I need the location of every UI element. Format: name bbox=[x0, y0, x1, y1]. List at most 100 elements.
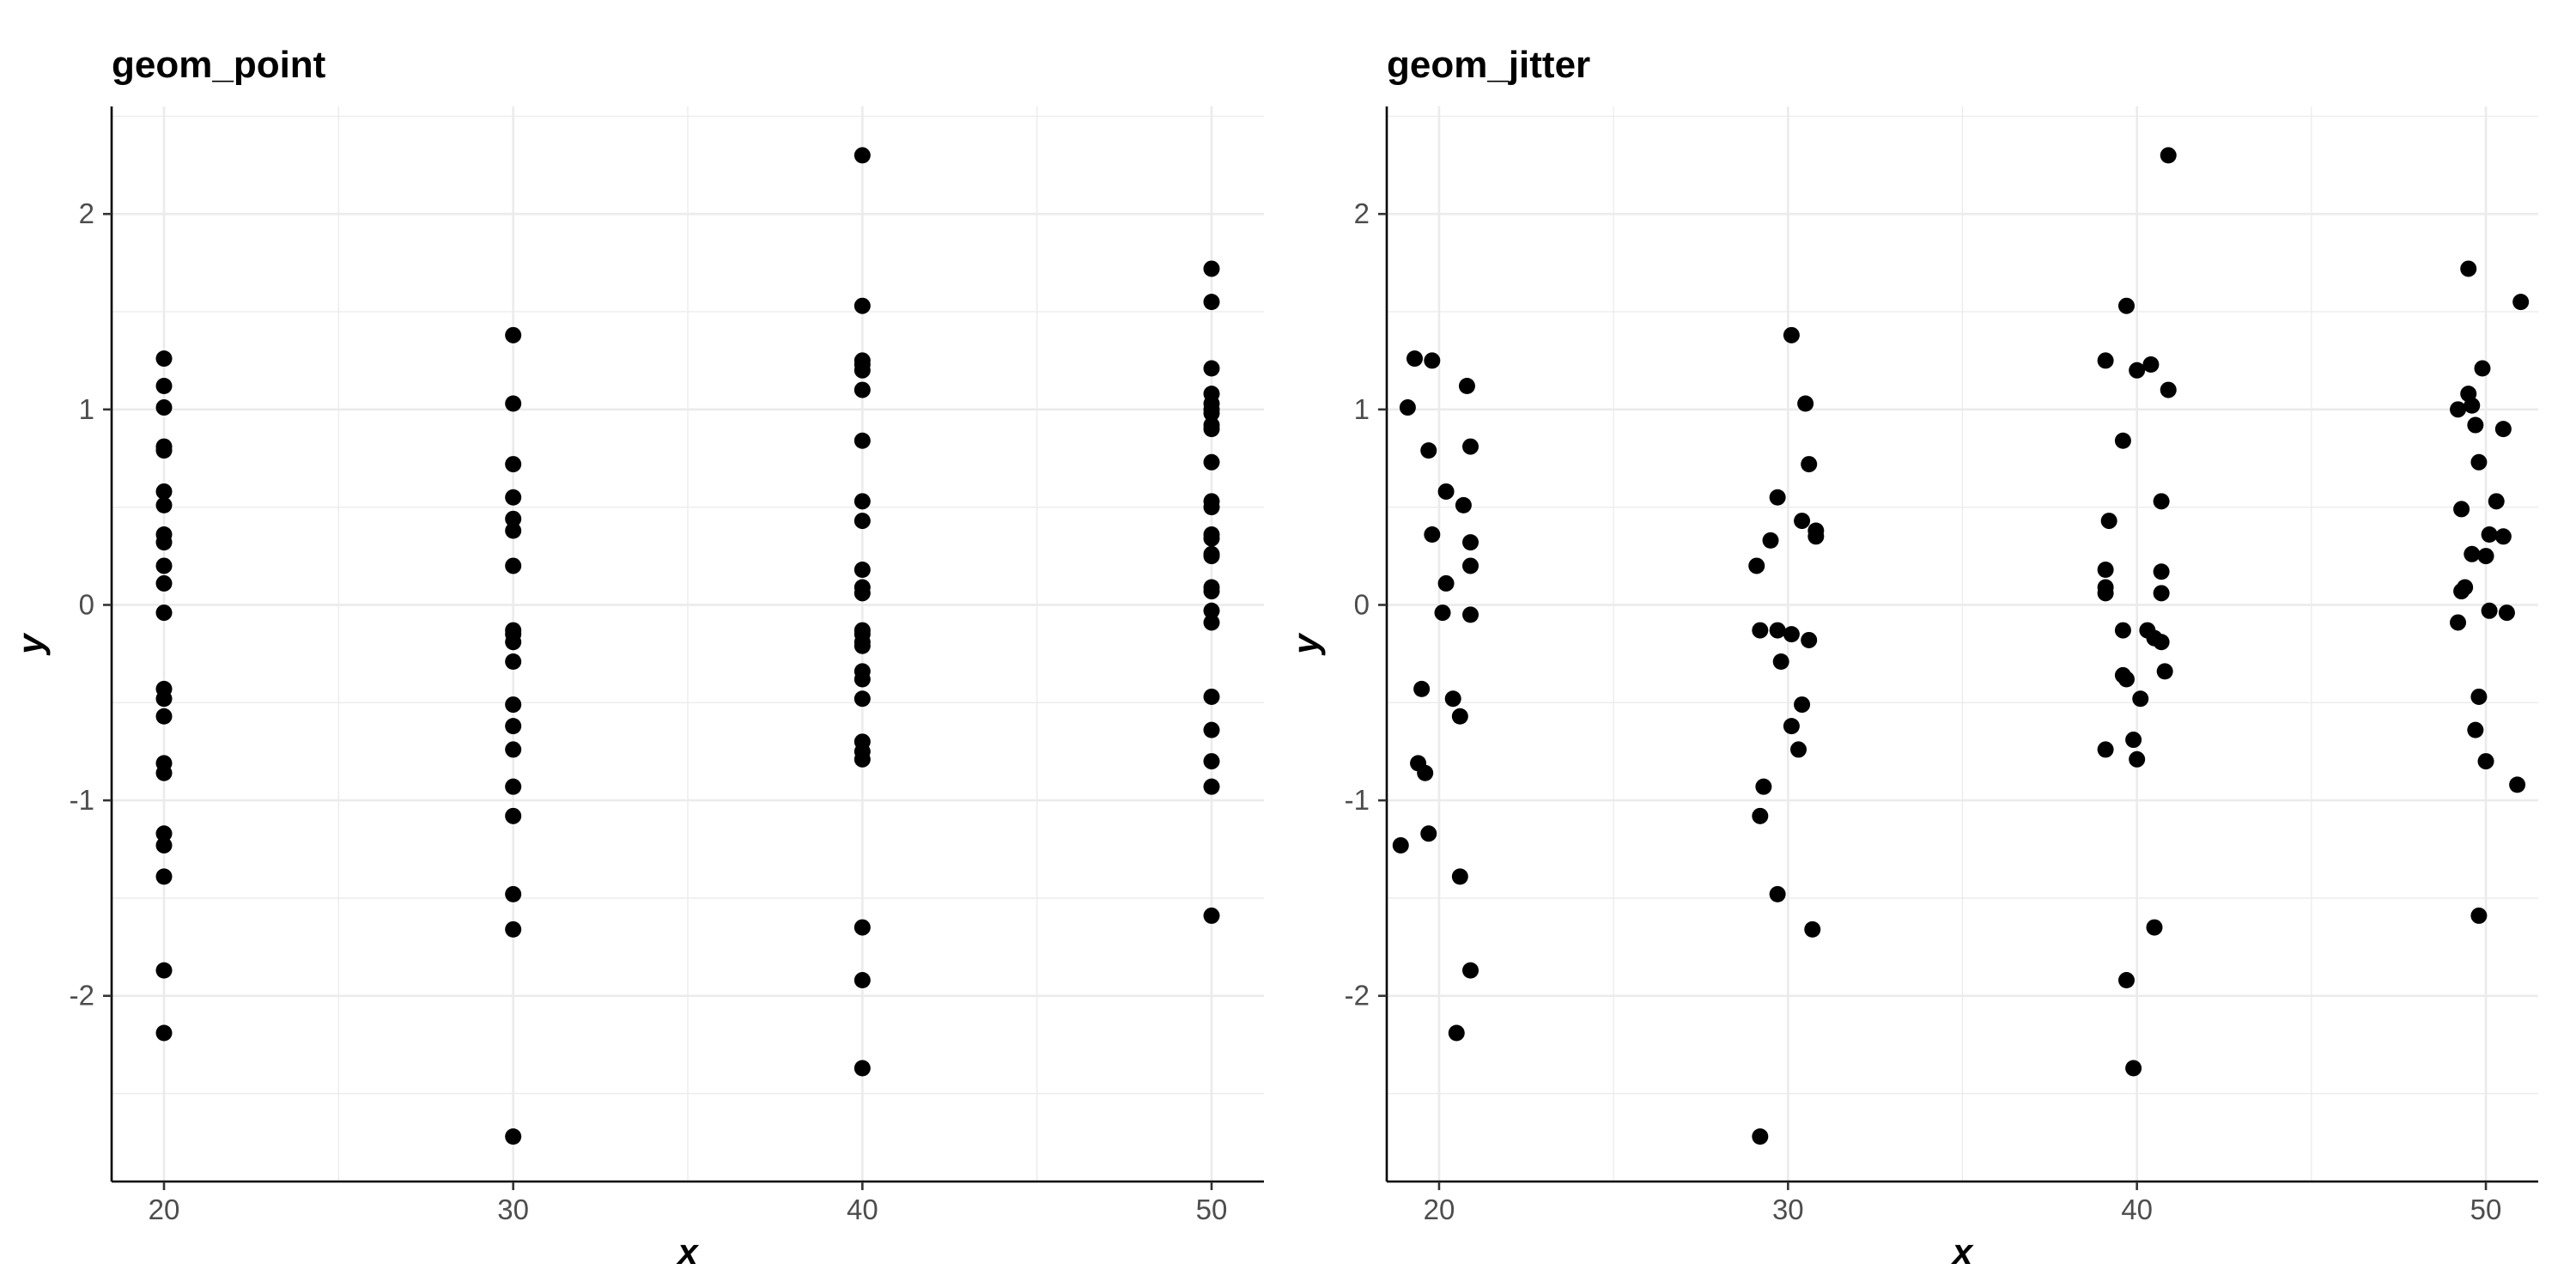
data-point bbox=[155, 534, 173, 551]
data-point bbox=[1434, 605, 1451, 622]
data-point bbox=[1203, 907, 1220, 924]
data-point bbox=[854, 561, 871, 578]
data-point bbox=[2117, 972, 2135, 989]
data-point bbox=[1203, 688, 1220, 705]
data-point bbox=[1783, 326, 1800, 343]
data-point bbox=[1462, 606, 1479, 623]
data-point bbox=[2129, 750, 2146, 768]
data-point bbox=[854, 513, 871, 530]
data-point bbox=[2494, 421, 2512, 438]
data-point bbox=[2153, 634, 2170, 651]
y-tick-label: -2 bbox=[1345, 980, 1370, 1012]
x-tick-label: 20 bbox=[1424, 1194, 1455, 1225]
data-point bbox=[2129, 361, 2146, 379]
data-point bbox=[155, 868, 173, 885]
data-point bbox=[2464, 545, 2481, 562]
data-point bbox=[1804, 920, 1821, 938]
x-tick-label: 40 bbox=[2121, 1194, 2153, 1225]
data-point bbox=[2146, 919, 2163, 936]
data-point bbox=[505, 557, 522, 574]
data-point bbox=[2114, 432, 2131, 449]
data-point bbox=[1752, 807, 1769, 824]
data-point bbox=[1203, 530, 1220, 547]
data-point bbox=[2153, 493, 2170, 510]
y-axis-title: y bbox=[10, 632, 51, 656]
data-point bbox=[1406, 350, 1424, 368]
data-point bbox=[1392, 836, 1409, 854]
data-point bbox=[1797, 395, 1814, 412]
panel-title: geom_jitter bbox=[1387, 44, 1590, 86]
data-point bbox=[505, 634, 522, 651]
data-point bbox=[1451, 868, 1468, 885]
data-point bbox=[155, 496, 173, 513]
data-point bbox=[1203, 753, 1220, 770]
data-point bbox=[1772, 653, 1789, 670]
data-point bbox=[155, 764, 173, 781]
data-point bbox=[1203, 421, 1220, 438]
data-point bbox=[1769, 489, 1786, 506]
x-tick-label: 30 bbox=[1772, 1194, 1804, 1225]
data-point bbox=[2117, 297, 2135, 314]
data-point bbox=[1203, 260, 1220, 277]
data-point bbox=[1783, 718, 1800, 735]
data-point bbox=[2481, 526, 2498, 544]
data-point bbox=[1420, 442, 1437, 459]
y-tick-label: -1 bbox=[1345, 784, 1370, 816]
data-point bbox=[2117, 671, 2135, 688]
x-tick-label: 50 bbox=[1196, 1194, 1228, 1225]
data-point bbox=[1417, 764, 1434, 781]
data-point bbox=[854, 637, 871, 654]
data-point bbox=[1203, 360, 1220, 377]
data-point bbox=[505, 489, 522, 506]
data-point bbox=[1462, 962, 1479, 979]
data-point bbox=[505, 456, 522, 473]
x-axis-title: x bbox=[1951, 1231, 1974, 1272]
data-point bbox=[2470, 453, 2488, 471]
data-point bbox=[1783, 626, 1800, 643]
data-point bbox=[505, 1128, 522, 1145]
data-point bbox=[854, 690, 871, 708]
data-point bbox=[1801, 631, 1818, 648]
data-point bbox=[2160, 147, 2177, 164]
data-point bbox=[2481, 602, 2498, 619]
data-point bbox=[2464, 397, 2481, 414]
data-point bbox=[2474, 360, 2491, 377]
data-point bbox=[1462, 534, 1479, 551]
data-point bbox=[1203, 294, 1220, 311]
data-point bbox=[2142, 355, 2160, 373]
data-point bbox=[155, 574, 173, 592]
data-point bbox=[854, 361, 871, 379]
data-point bbox=[1752, 1128, 1769, 1145]
data-point bbox=[2470, 688, 2488, 705]
y-tick-label: 2 bbox=[1354, 197, 1370, 229]
data-point bbox=[2453, 501, 2470, 518]
data-point bbox=[2132, 690, 2149, 708]
data-point bbox=[155, 708, 173, 725]
data-point bbox=[2160, 381, 2177, 398]
data-point bbox=[1762, 532, 1779, 549]
data-point bbox=[505, 326, 522, 343]
data-point bbox=[1790, 741, 1807, 758]
data-point bbox=[1203, 602, 1220, 619]
data-point bbox=[505, 510, 522, 527]
data-point bbox=[1203, 614, 1220, 631]
data-point bbox=[155, 690, 173, 708]
y-tick-label: 1 bbox=[79, 393, 94, 425]
data-point bbox=[1420, 825, 1437, 842]
data-point bbox=[2509, 776, 2526, 793]
data-point bbox=[155, 825, 173, 842]
data-point bbox=[2453, 583, 2470, 600]
data-point bbox=[2477, 753, 2494, 770]
data-point bbox=[1448, 1024, 1465, 1042]
data-point bbox=[155, 378, 173, 395]
data-point bbox=[854, 493, 871, 510]
y-tick-label: 0 bbox=[79, 588, 94, 620]
data-point bbox=[2512, 294, 2530, 311]
data-point bbox=[2156, 663, 2173, 680]
data-point bbox=[1455, 496, 1472, 513]
data-point bbox=[2097, 741, 2114, 758]
data-point bbox=[2100, 513, 2117, 530]
data-point bbox=[1807, 528, 1825, 545]
data-point bbox=[1752, 622, 1769, 639]
data-point bbox=[854, 671, 871, 688]
